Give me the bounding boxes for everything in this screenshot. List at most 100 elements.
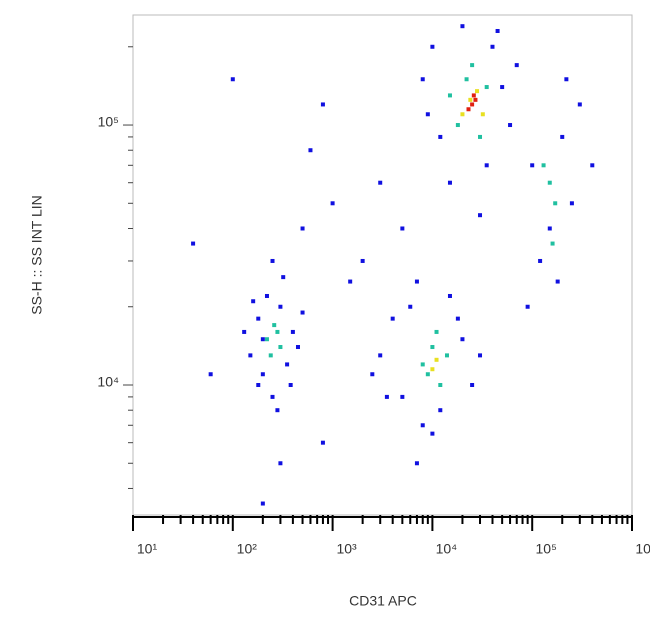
point [500, 85, 505, 90]
point [390, 316, 395, 321]
point [460, 24, 465, 29]
point [208, 372, 213, 377]
point [320, 102, 325, 107]
plot-frame [132, 14, 633, 516]
point [434, 357, 439, 362]
point [295, 345, 300, 350]
point [444, 353, 449, 358]
point [473, 97, 478, 102]
point [414, 279, 419, 284]
point [264, 293, 269, 298]
point [478, 134, 483, 139]
x-tick-label: 10⁶ [635, 541, 650, 557]
point [370, 372, 375, 377]
point [514, 63, 519, 68]
point [447, 180, 452, 185]
point [470, 102, 475, 107]
point [360, 258, 365, 263]
point [455, 123, 460, 128]
point [478, 213, 483, 218]
point [564, 77, 569, 82]
point [460, 337, 465, 342]
point [288, 383, 293, 388]
point [256, 383, 261, 388]
point [460, 112, 465, 117]
point [466, 107, 471, 112]
point [425, 112, 430, 117]
point [378, 353, 383, 358]
point [278, 345, 283, 350]
point [300, 226, 305, 231]
point [248, 353, 253, 358]
point [425, 372, 430, 377]
point [484, 163, 489, 168]
point [547, 226, 552, 231]
point [420, 423, 425, 428]
point [278, 304, 283, 309]
point [490, 44, 495, 49]
point [560, 134, 565, 139]
point [590, 163, 595, 168]
point [525, 304, 530, 309]
x-tick-label: 10³ [336, 541, 357, 557]
point [290, 329, 295, 334]
point [447, 293, 452, 298]
point [330, 201, 335, 206]
x-tick-label: 10² [237, 541, 258, 557]
point [275, 408, 280, 413]
point [378, 180, 383, 185]
point [320, 440, 325, 445]
point [348, 279, 353, 284]
point [430, 345, 435, 350]
point [550, 241, 555, 246]
point [256, 316, 261, 321]
point [270, 394, 275, 399]
point [420, 362, 425, 367]
point [538, 258, 543, 263]
point [480, 112, 485, 117]
point [278, 461, 283, 466]
point [438, 134, 443, 139]
point [268, 353, 273, 358]
point [434, 329, 439, 334]
point [242, 329, 247, 334]
y-tick-label: 10⁵ [98, 114, 119, 130]
point [430, 367, 435, 372]
point [530, 163, 535, 168]
point [272, 323, 277, 328]
point [420, 77, 425, 82]
point [285, 362, 290, 367]
point [438, 408, 443, 413]
point [464, 77, 469, 82]
point [281, 275, 286, 280]
point [495, 28, 500, 33]
point [470, 383, 475, 388]
point [541, 163, 546, 168]
point [400, 394, 405, 399]
point [400, 226, 405, 231]
point [569, 201, 574, 206]
point [438, 383, 443, 388]
point [191, 241, 196, 246]
point [430, 44, 435, 49]
point [577, 102, 582, 107]
y-axis-label: SS-H :: SS INT LIN [29, 195, 45, 315]
point [447, 93, 452, 98]
point [468, 97, 473, 102]
point [308, 148, 313, 153]
point [414, 461, 419, 466]
point [300, 310, 305, 315]
x-tick-label: 10⁵ [536, 541, 557, 557]
point [251, 299, 256, 304]
point [470, 63, 475, 68]
point [508, 123, 513, 128]
point [408, 304, 413, 309]
x-axis-label: CD31 APC [349, 593, 417, 609]
point [260, 337, 265, 342]
point [230, 77, 235, 82]
point [478, 353, 483, 358]
point [275, 329, 280, 334]
point [547, 180, 552, 185]
point [475, 89, 480, 94]
